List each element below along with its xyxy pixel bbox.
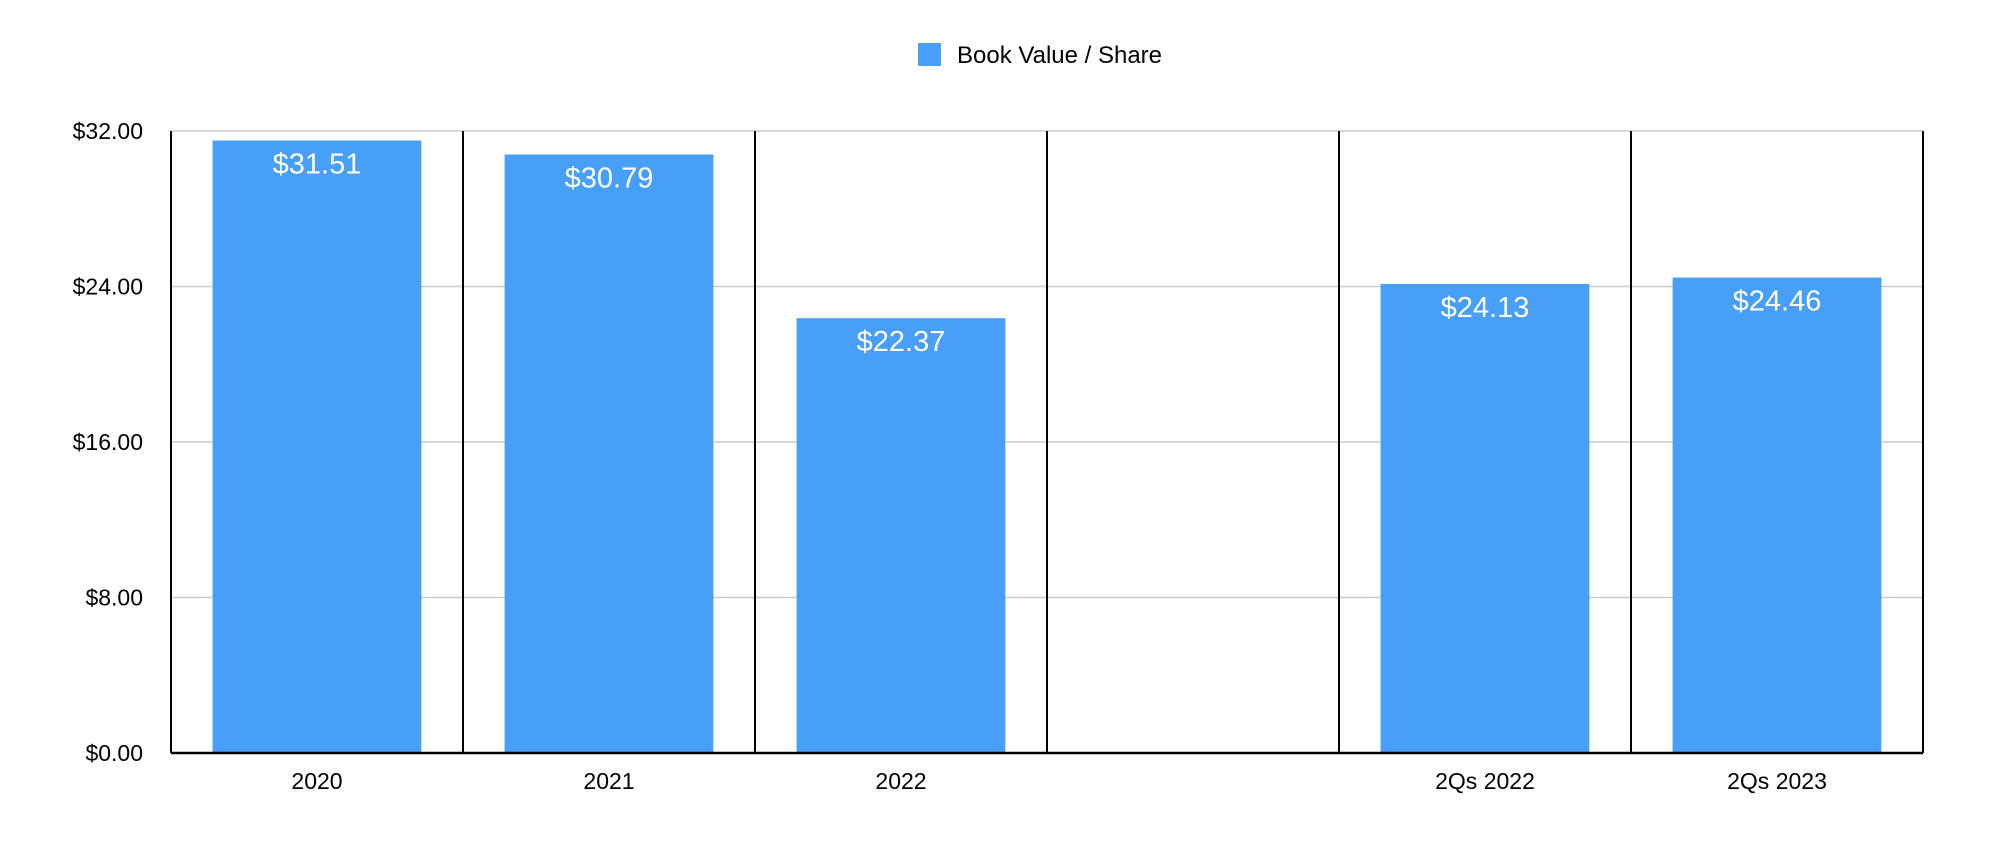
data-label: $22.37 [857, 326, 946, 358]
legend: Book Value / Share [918, 42, 1162, 69]
x-tick-label: 2020 [291, 768, 342, 794]
y-tick-label: $16.00 [73, 429, 143, 455]
data-label: $30.79 [565, 163, 654, 195]
data-label: $24.13 [1441, 292, 1530, 324]
bar-2022 [796, 318, 1006, 753]
y-tick-label: $32.00 [73, 118, 143, 144]
legend-swatch [918, 43, 941, 66]
bar-2qs-2023 [1672, 277, 1882, 753]
x-tick-label: 2022 [875, 768, 926, 794]
bar-2020 [212, 140, 422, 754]
bar-2021 [504, 154, 714, 753]
data-label: $24.46 [1733, 286, 1822, 318]
x-tick-label: 2Qs 2023 [1727, 768, 1827, 794]
bar-2qs-2022 [1380, 283, 1590, 753]
y-tick-label: $8.00 [85, 585, 143, 611]
y-tick-labels: $0.00 $8.00 $16.00 $24.00 $32.00 [73, 118, 143, 766]
y-tick-label: $0.00 [85, 740, 143, 766]
legend-label: Book Value / Share [957, 42, 1162, 69]
y-tick-label: $24.00 [73, 274, 143, 300]
bars [212, 140, 1882, 754]
x-tick-labels: 2020 2021 2022 2Qs 2022 2Qs 2023 [291, 768, 1826, 794]
x-tick-label: 2021 [583, 768, 634, 794]
data-labels: $31.51 $30.79 $22.37 $24.13 $24.46 [273, 149, 1822, 359]
category-separators [170, 131, 1924, 753]
x-tick-label: 2Qs 2022 [1435, 768, 1535, 794]
data-label: $31.51 [273, 149, 362, 181]
